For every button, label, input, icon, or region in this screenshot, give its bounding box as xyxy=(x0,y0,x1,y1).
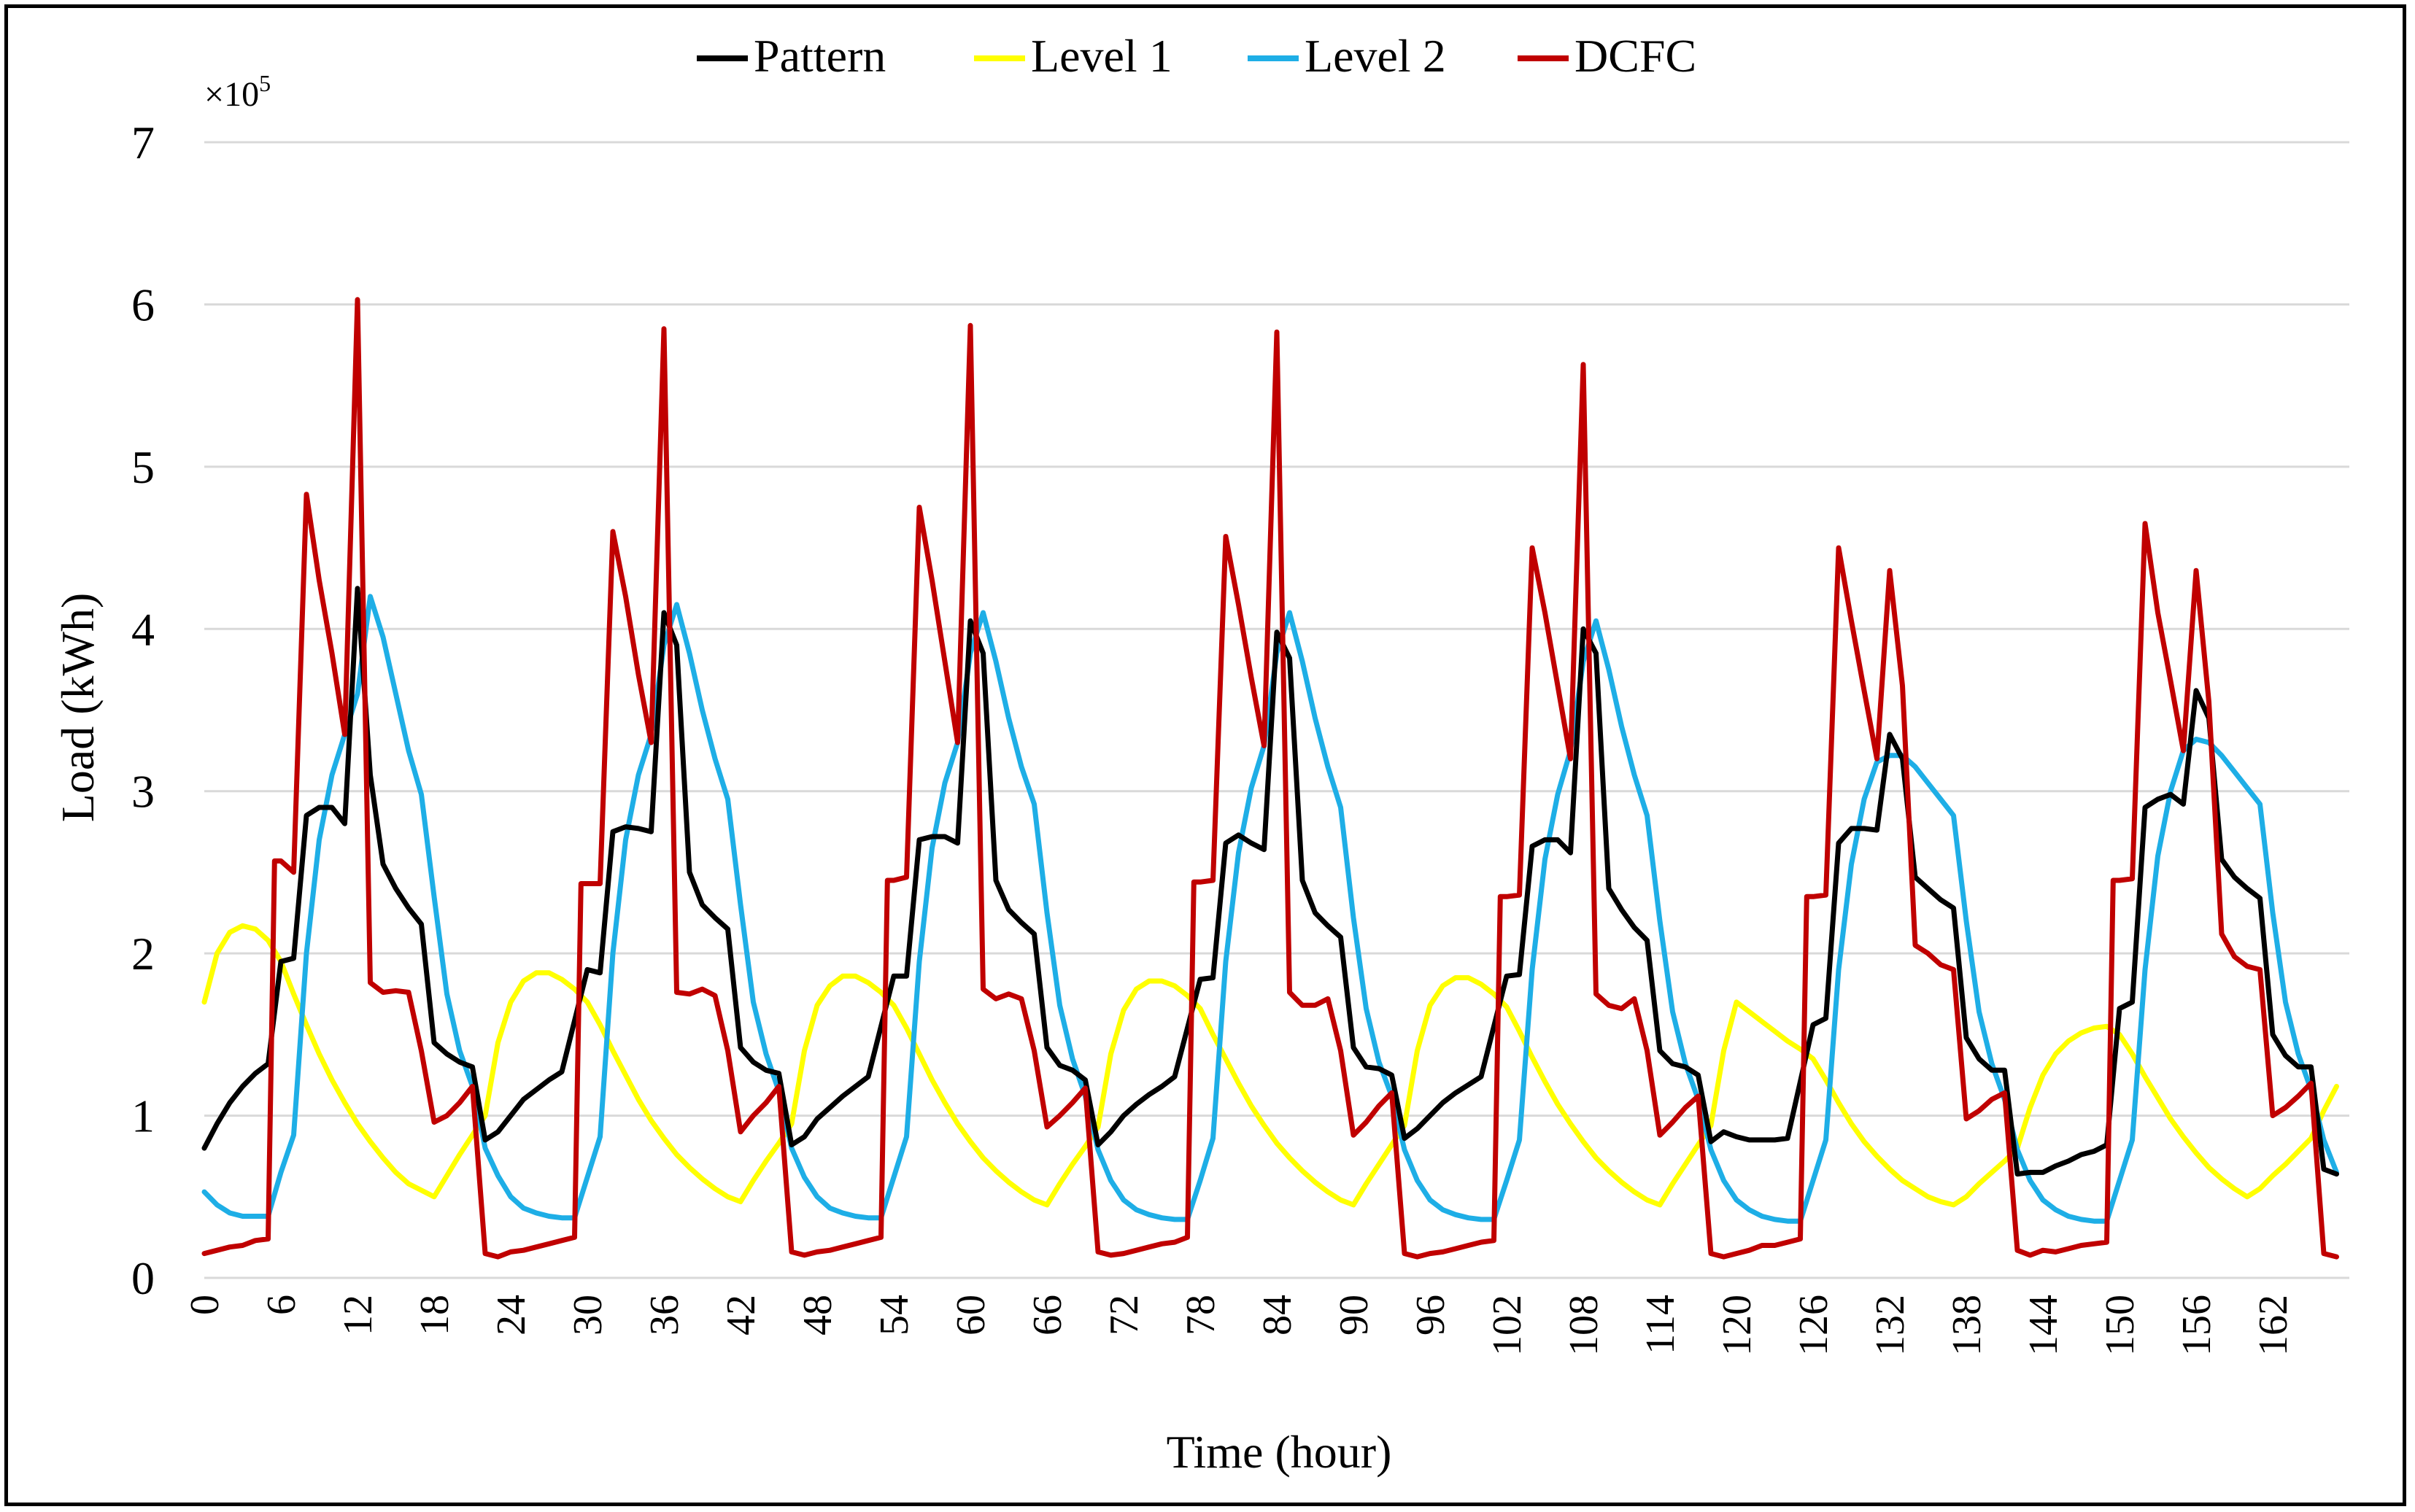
x-axis-label: Time (hour) xyxy=(1167,1426,1392,1478)
x-tick-label: 120 xyxy=(1715,1295,1760,1356)
x-tick-label: 18 xyxy=(412,1295,457,1335)
x-tick-label: 48 xyxy=(795,1295,841,1335)
x-tick-label: 36 xyxy=(642,1295,687,1335)
series-line-level-2 xyxy=(201,594,2339,1224)
y-axis-label: Load (kWh) xyxy=(52,593,104,823)
x-tick-label: 102 xyxy=(1485,1295,1530,1356)
grid-lines xyxy=(204,141,2349,1117)
x-tick-labels: 0 6 12 18 24 30 36 42 48 54 60 66 72 78 84 90 96 102 108 11… xyxy=(182,1295,2296,1356)
legend-label-level-2: Level 2 xyxy=(1305,30,1446,82)
x-tick-label: 78 xyxy=(1178,1295,1224,1335)
series-layer xyxy=(201,297,2339,1260)
y-tick-label: 2 xyxy=(131,928,155,980)
x-tick-label: 150 xyxy=(2098,1295,2143,1356)
legend-label-level-1: Level 1 xyxy=(1031,30,1172,82)
x-tick-label: 114 xyxy=(1638,1295,1683,1354)
legend-label-dcfc: DCFC xyxy=(1574,30,1696,82)
x-tick-label: 30 xyxy=(565,1295,611,1335)
y-multiplier-label: ×105 xyxy=(204,70,271,114)
x-tick-label: 162 xyxy=(2251,1295,2296,1356)
y-multiplier-exponent: 5 xyxy=(259,70,271,96)
y-tick-label: 0 xyxy=(131,1252,155,1304)
y-tick-label: 5 xyxy=(131,441,155,493)
y-tick-labels: 0 1 2 3 4 5 6 7 xyxy=(131,117,155,1304)
y-tick-label: 4 xyxy=(131,603,155,655)
legend-label-pattern: Pattern xyxy=(754,30,886,82)
x-tick-label: 126 xyxy=(1791,1295,1836,1356)
x-tick-label: 144 xyxy=(2021,1295,2066,1356)
y-tick-label: 7 xyxy=(131,117,155,168)
chart-frame xyxy=(4,4,2406,1506)
y-tick-label: 1 xyxy=(131,1090,155,1142)
y-tick-label: 3 xyxy=(131,766,155,818)
x-tick-label: 24 xyxy=(489,1295,534,1335)
x-tick-label: 84 xyxy=(1255,1295,1300,1335)
series-line-pattern xyxy=(201,586,2339,1177)
x-tick-label: 60 xyxy=(948,1295,994,1335)
x-tick-label: 108 xyxy=(1561,1295,1607,1356)
series-line-level-1 xyxy=(201,923,2339,1208)
x-tick-label: 0 xyxy=(182,1295,228,1315)
x-tick-label: 6 xyxy=(259,1295,304,1315)
series-line-dcfc xyxy=(201,297,2339,1260)
x-tick-label: 132 xyxy=(1868,1295,1913,1356)
y-tick-label: 6 xyxy=(131,279,155,330)
x-tick-label: 42 xyxy=(719,1295,764,1335)
x-tick-label: 90 xyxy=(1332,1295,1377,1335)
x-tick-label: 72 xyxy=(1102,1295,1147,1335)
x-tick-label: 156 xyxy=(2174,1295,2219,1356)
x-tick-label: 66 xyxy=(1025,1295,1070,1335)
legend: Pattern Level 1 Level 2 DCFC xyxy=(697,30,1696,82)
x-tick-label: 96 xyxy=(1408,1295,1453,1335)
x-tick-label: 12 xyxy=(336,1295,381,1335)
x-tick-label: 138 xyxy=(1944,1295,1990,1356)
x-tick-label: 54 xyxy=(872,1295,917,1335)
